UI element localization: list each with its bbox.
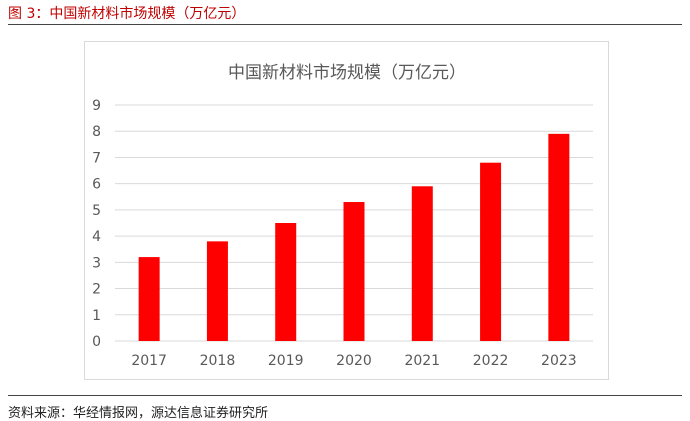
y-tick-label: 2 [92,282,101,298]
y-tick-label: 8 [92,124,101,140]
y-tick-label: 0 [92,334,101,350]
y-tick-label: 4 [92,229,101,245]
x-tick-label: 2023 [541,353,577,369]
y-tick-label: 5 [92,203,101,219]
y-tick-label: 6 [92,177,101,193]
y-tick-label: 3 [92,255,101,271]
y-tick-label: 7 [92,150,101,166]
bars [138,133,570,341]
x-tick-label: 2019 [268,353,304,369]
bar-2018 [206,241,228,341]
y-tick-label: 9 [92,98,101,114]
y-axis-ticks: 0 1 2 3 4 5 6 7 8 9 [92,98,101,350]
chart-title: 中国新材料市场规模（万亿元） [228,63,466,83]
bar-2021 [411,186,433,341]
bar-2017 [138,257,160,341]
source-note: 资料来源：华经情报网，源达信息证券研究所 [8,406,269,421]
caption-divider [8,24,682,25]
x-tick-label: 2020 [336,353,372,369]
bar-2019 [275,223,297,341]
source-divider [8,395,682,396]
bar-2020 [343,202,365,341]
x-tick-label: 2017 [131,353,167,369]
bar-2023 [548,133,570,341]
x-tick-label: 2022 [473,353,509,369]
figure-caption: 图 3：中国新材料市场规模（万亿元） [8,6,246,22]
y-tick-label: 1 [92,308,101,324]
x-axis-ticks: 2017 2018 2019 2020 2021 2022 2023 [131,353,576,369]
x-tick-label: 2021 [404,353,440,369]
x-tick-label: 2018 [200,353,236,369]
bar-2022 [480,162,502,341]
